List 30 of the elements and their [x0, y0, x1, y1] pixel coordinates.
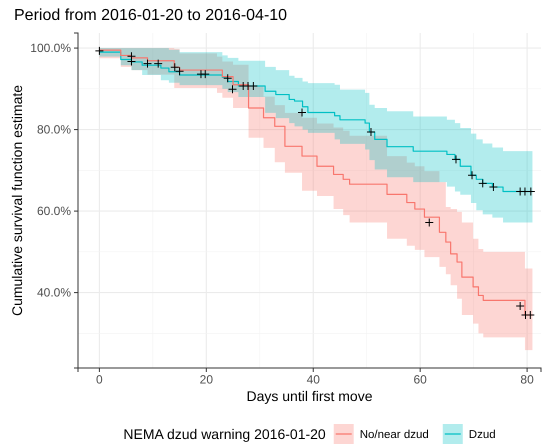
point: [94, 46, 104, 56]
chart-title: Period from 2016-01-20 to 2016-04-10: [14, 7, 288, 24]
point: [154, 59, 163, 68]
point: [424, 218, 434, 228]
x-tick-label: 80: [520, 372, 534, 387]
point: [478, 178, 488, 188]
x-tick-label: 0: [96, 372, 104, 387]
point: [126, 57, 136, 66]
x-tick-label: 20: [200, 372, 214, 387]
point: [468, 170, 477, 180]
x-tick-label: 40: [306, 372, 320, 387]
point: [143, 59, 152, 68]
point: [451, 154, 460, 164]
point: [366, 128, 376, 137]
legend-label: No/near dzud: [360, 429, 429, 441]
point: [223, 74, 232, 83]
point: [200, 70, 210, 79]
x-tick-label: 60: [413, 372, 428, 387]
legend-title: NEMA dzud warning 2016-01-20: [123, 426, 326, 442]
point: [516, 302, 525, 311]
x-axis-title: Days until first move: [246, 388, 373, 404]
y-tick-label: 80.0%: [36, 122, 72, 136]
legend-label: Dzud: [468, 429, 496, 441]
y-tick-label: 40.0%: [36, 285, 72, 300]
point: [228, 84, 238, 94]
point: [488, 182, 498, 192]
y-axis-title: Cumulative survival function estimate: [9, 84, 25, 316]
point: [298, 108, 307, 117]
y-tick-label: 60.0%: [36, 204, 72, 218]
y-tick-label: 100.0%: [30, 40, 72, 55]
